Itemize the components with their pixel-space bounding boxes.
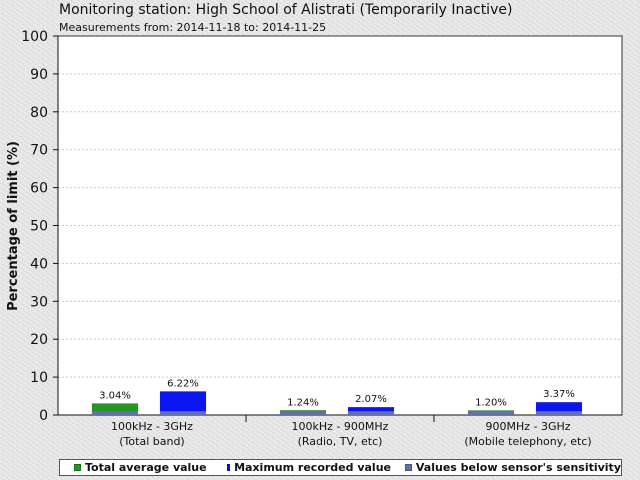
legend-label-below-sensitivity: Values below sensor's sensitivity — [415, 461, 621, 474]
x-category-label-line1-1: 100kHz - 900MHz — [292, 420, 389, 433]
y-tick-label-40: 40 — [30, 256, 48, 272]
y-axis-label: Percentage of limit (%) — [6, 141, 21, 311]
measurement-date-range: Measurements from: 2014-11-18 to: 2014-1… — [59, 21, 327, 34]
y-tick-label-90: 90 — [30, 67, 48, 83]
axes — [53, 35, 622, 422]
chart-labels: 0 10 20 30 40 50 60 70 80 90 100 100kHz - 3GHz (Tota… — [21, 29, 591, 448]
bar-below-sensitivity-1-1 — [348, 411, 394, 415]
y-tick-label-60: 60 — [30, 181, 48, 197]
x-category-label-line2-0: (Total band) — [119, 435, 184, 448]
bar-below-sensitivity-0-0 — [92, 411, 138, 415]
legend-label-maximum: Maximum recorded value — [234, 461, 391, 474]
data-label-maximum-2: 3.37% — [543, 389, 575, 400]
x-category-label-line1-2: 900MHz - 3GHz — [485, 420, 570, 433]
x-category-label-line1-0: 100kHz - 3GHz — [111, 420, 193, 433]
x-category-label-line2-1: (Radio, TV, etc) — [298, 435, 383, 448]
legend-item-maximum: Maximum recorded value — [213, 460, 391, 475]
bar-below-sensitivity-0-2 — [468, 411, 514, 415]
y-tick-label-70: 70 — [30, 143, 48, 159]
data-label-maximum-1: 2.07% — [355, 394, 387, 405]
gray-square-icon — [405, 464, 412, 471]
grid-lines — [58, 73, 622, 378]
data-label-total-average-0: 3.04% — [99, 390, 131, 401]
legend: Total average value Maximum recorded val… — [59, 459, 622, 476]
blue-square-icon — [227, 464, 231, 471]
y-tick-label-10: 10 — [30, 370, 48, 386]
y-tick-label-100: 100 — [21, 29, 48, 45]
bar-below-sensitivity-1-0 — [160, 411, 206, 415]
bar-below-sensitivity-0-1 — [280, 411, 326, 415]
y-tick-label-20: 20 — [30, 332, 48, 348]
data-label-total-average-1: 1.24% — [287, 397, 319, 408]
chart-title: Monitoring station: High School of Alist… — [59, 2, 513, 18]
legend-item-total-average: Total average value — [60, 460, 213, 475]
legend-item-below-sensitivity: Values below sensor's sensitivity — [391, 460, 621, 475]
y-tick-label-50: 50 — [30, 219, 48, 235]
y-tick-label-80: 80 — [30, 105, 48, 121]
bars — [91, 391, 583, 416]
legend-label-total-average: Total average value — [85, 461, 207, 474]
bar-below-sensitivity-1-2 — [536, 411, 582, 415]
data-label-maximum-0: 6.22% — [167, 378, 199, 389]
y-tick-label-30: 30 — [30, 294, 48, 310]
green-square-icon — [74, 464, 81, 471]
y-tick-label-0: 0 — [39, 408, 48, 424]
x-category-label-line2-2: (Mobile telephony, etc) — [464, 435, 591, 448]
data-label-total-average-2: 1.20% — [475, 397, 507, 408]
